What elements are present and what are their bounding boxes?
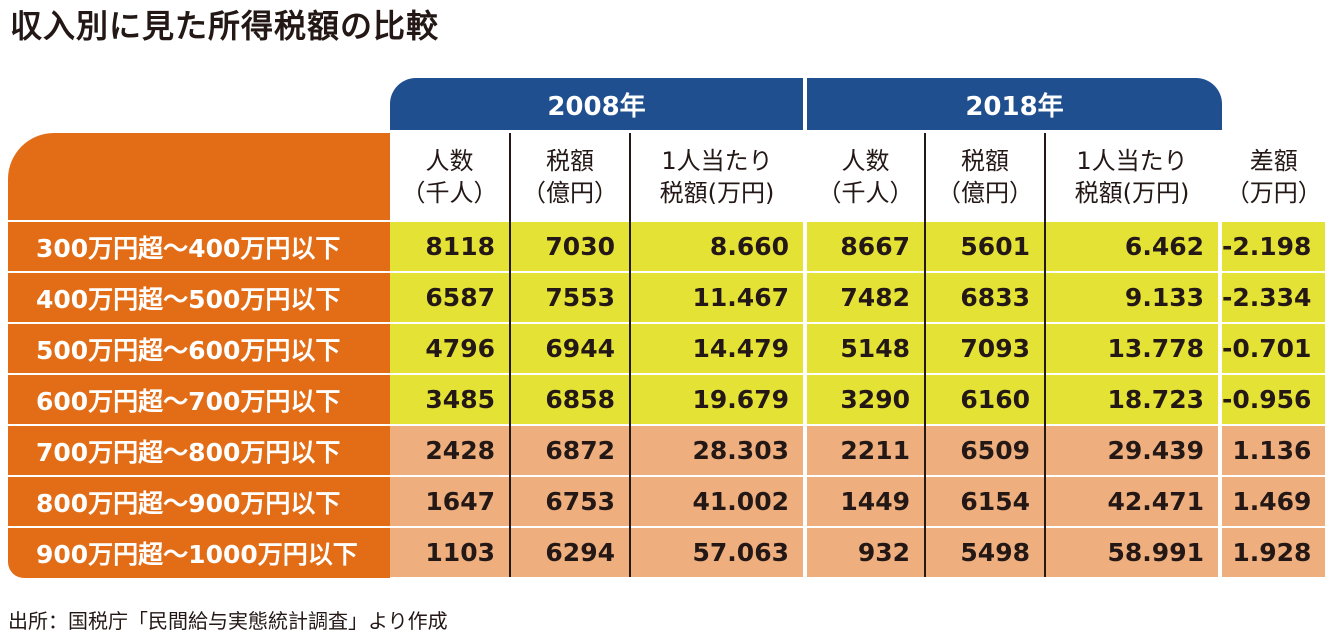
cell-tax-2018: 5498: [924, 526, 1045, 577]
header-corner: [8, 133, 390, 220]
cell-tax-2008: 6858: [509, 373, 630, 425]
header-line: 税額: [546, 146, 594, 175]
cell-people-2018: 1449: [803, 475, 925, 527]
cell-per-capita-2008: 14.479: [629, 322, 805, 374]
cell-tax-2008: 6753: [509, 475, 630, 527]
year-header-2008: 2008年: [390, 78, 803, 130]
cell-people-2018: 8667: [803, 220, 925, 272]
cell-tax-2018: 6160: [924, 373, 1045, 425]
header-row: 人数 （千人） 税額 （億円） 1人当たり 税額(万円) 人数 （千人） 税額 （億円） …: [8, 133, 1326, 221]
cell-people-2018: 7482: [803, 271, 925, 323]
col-header-tax-2018: 税額 （億円）: [924, 133, 1045, 221]
cell-per-capita-2008: 8.660: [629, 220, 805, 272]
table-row: 800万円超～900万円以下 1647 6753 41.002 1449 6154 42.4…: [8, 475, 1326, 527]
header-line: （千人）: [817, 178, 914, 207]
row-label: 600万円超～700万円以下: [8, 373, 390, 425]
cell-tax-2008: 7030: [509, 220, 630, 272]
chart-title: 収入別に見た所得税額の比較: [10, 7, 440, 45]
header-line: （万円）: [1225, 178, 1322, 207]
header-line: （億円）: [522, 178, 618, 207]
header-line: 税額(万円): [659, 178, 775, 207]
row-label: 400万円超～500万円以下: [8, 271, 390, 323]
cell-people-2008: 1103: [390, 526, 510, 577]
cell-tax-2018: 5601: [924, 220, 1045, 272]
cell-diff: -0.701: [1217, 322, 1326, 374]
row-label: 700万円超～800万円以下: [8, 424, 390, 476]
year-header-2018: 2018年: [807, 78, 1222, 130]
cell-tax-2008: 6872: [509, 424, 630, 476]
cell-people-2008: 3485: [390, 373, 510, 425]
table-row: 900万円超～1000万円以下 1103 6294 57.063 932 5498 58.9…: [8, 526, 1326, 577]
cell-tax-2018: 7093: [924, 322, 1045, 374]
header-line: 税額(万円): [1074, 178, 1190, 207]
cell-people-2018: 2211: [803, 424, 925, 476]
row-label: 300万円超～400万円以下: [8, 220, 390, 272]
table-row: 500万円超～600万円以下 4796 6944 14.479 5148 7093 13.7…: [8, 322, 1326, 374]
col-header-people-2018: 人数 （千人）: [803, 133, 925, 221]
header-line: （億円）: [937, 178, 1033, 207]
cell-per-capita-2018: 6.462: [1044, 220, 1220, 272]
cell-tax-2018: 6833: [924, 271, 1045, 323]
col-header-per-capita-2008: 1人当たり税額(万円): [629, 133, 805, 221]
cell-people-2008: 6587: [390, 271, 510, 323]
cell-tax-2008: 7553: [509, 271, 630, 323]
header-line: 1人当たり: [661, 146, 773, 175]
source-note: 出所：国税庁「民間給与実態統計調査」より作成: [8, 609, 448, 633]
row-label: 900万円超～1000万円以下: [8, 526, 390, 577]
header-line: 差額: [1249, 146, 1298, 175]
cell-tax-2018: 6154: [924, 475, 1045, 527]
cell-per-capita-2008: 11.467: [629, 271, 805, 323]
cell-diff: -2.198: [1217, 220, 1326, 272]
cell-per-capita-2008: 57.063: [629, 526, 805, 577]
header-line: 人数: [425, 146, 474, 175]
cell-tax-2008: 6294: [509, 526, 630, 577]
tax-comparison-table: 人数 （千人） 税額 （億円） 1人当たり 税額(万円) 人数 （千人） 税額 （億円） …: [8, 133, 1326, 577]
cell-diff: 1.136: [1217, 424, 1326, 476]
table-row: 400万円超～500万円以下 6587 7553 11.467 7482 6833 9.13…: [8, 271, 1326, 323]
cell-per-capita-2008: 19.679: [629, 373, 805, 425]
cell-people-2008: 1647: [390, 475, 510, 527]
cell-diff: -0.956: [1217, 373, 1326, 425]
cell-diff: 1.469: [1217, 475, 1326, 527]
table-row: 700万円超～800万円以下 2428 6872 28.303 2211 6509 29.4…: [8, 424, 1326, 476]
cell-per-capita-2018: 18.723: [1044, 373, 1220, 425]
cell-tax-2008: 6944: [509, 322, 630, 374]
cell-per-capita-2008: 41.002: [629, 475, 805, 527]
table-row: 600万円超～700万円以下 3485 6858 19.679 3290 6160 18.7…: [8, 373, 1326, 425]
cell-diff: 1.928: [1217, 526, 1326, 577]
header-line: 人数: [841, 146, 890, 175]
cell-per-capita-2008: 28.303: [629, 424, 805, 476]
cell-people-2008: 4796: [390, 322, 510, 374]
header-line: （千人）: [401, 178, 498, 207]
cell-per-capita-2018: 29.439: [1044, 424, 1220, 476]
cell-per-capita-2018: 13.778: [1044, 322, 1220, 374]
table-body: 300万円超～400万円以下 8118 7030 8.660 8667 5601 6.462…: [8, 220, 1326, 577]
cell-people-2018: 932: [803, 526, 925, 577]
cell-people-2008: 2428: [390, 424, 510, 476]
cell-people-2018: 3290: [803, 373, 925, 425]
row-label: 500万円超～600万円以下: [8, 322, 390, 374]
cell-per-capita-2018: 42.471: [1044, 475, 1220, 527]
cell-people-2008: 8118: [390, 220, 510, 272]
col-header-tax-2008: 税額 （億円）: [509, 133, 630, 221]
header-line: 税額: [961, 146, 1009, 175]
cell-tax-2018: 6509: [924, 424, 1045, 476]
cell-per-capita-2018: 58.991: [1044, 526, 1220, 577]
cell-people-2018: 5148: [803, 322, 925, 374]
header-corner-cell: [8, 133, 390, 221]
col-header-per-capita-2018: 1人当たり税額(万円): [1044, 133, 1220, 221]
col-header-diff: 差額 （万円）: [1217, 133, 1326, 221]
table-row: 300万円超～400万円以下 8118 7030 8.660 8667 5601 6.462…: [8, 220, 1326, 272]
cell-diff: -2.334: [1217, 271, 1326, 323]
cell-per-capita-2018: 9.133: [1044, 271, 1220, 323]
row-label: 800万円超～900万円以下: [8, 475, 390, 527]
header-line: 1人当たり: [1076, 146, 1188, 175]
col-header-people-2008: 人数 （千人）: [390, 133, 510, 221]
